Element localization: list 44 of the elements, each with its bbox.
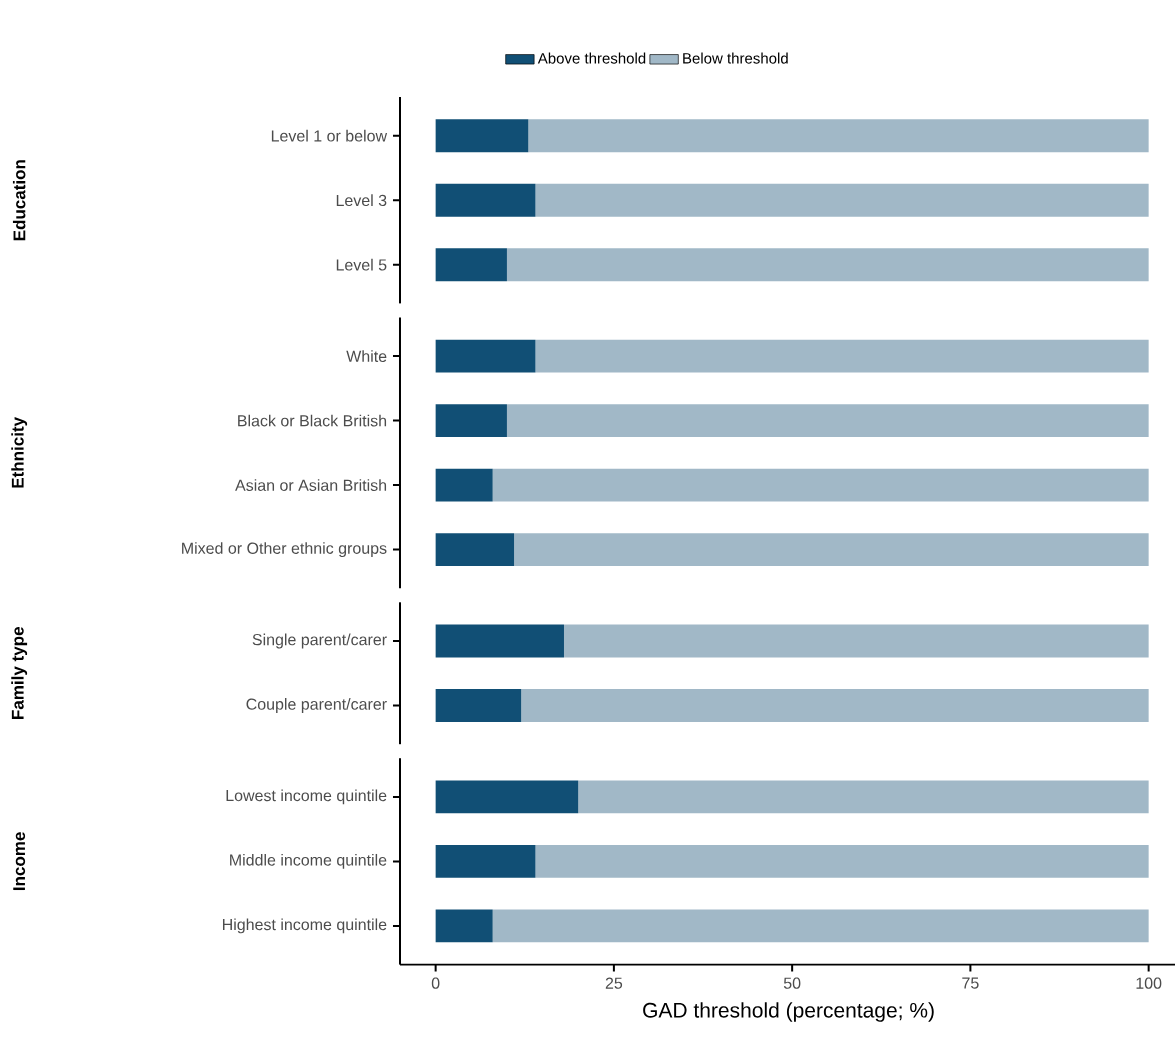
x-axis-title: GAD threshold (percentage; %) [643, 1002, 934, 1022]
bar [435, 909, 493, 943]
x-tick-label: 50 [783, 977, 801, 989]
y-tick-label: Level 3 [336, 194, 387, 207]
y-tick-label: White [346, 350, 387, 362]
bar [535, 339, 1149, 373]
bar [535, 183, 1149, 217]
y-axis-title: Education [12, 160, 26, 241]
bar [435, 339, 536, 373]
x-tick-label: 100 [1136, 977, 1162, 989]
bar [492, 909, 1149, 943]
y-tick-label: Level 5 [336, 258, 387, 271]
bar [435, 468, 493, 502]
y-axis-title: Ethnicity [11, 417, 28, 488]
bar [506, 404, 1149, 438]
bar [435, 844, 536, 878]
bar [435, 248, 507, 282]
legend-label: Above threshold [537, 52, 646, 64]
legend-label: Below threshold [683, 52, 788, 64]
bar [435, 119, 529, 153]
bar [528, 119, 1149, 153]
bar [578, 780, 1149, 814]
bar [435, 183, 536, 217]
bar [535, 844, 1149, 878]
bar [492, 468, 1149, 502]
y-tick-label: Single parent/carer [252, 633, 387, 649]
y-tick-label: Couple parent/carer [246, 698, 387, 713]
bar [435, 404, 507, 438]
y-axis-title: Family type [11, 627, 28, 719]
y-tick-label: Level 1 or below [271, 129, 388, 142]
y-tick-label: Highest income quintile [222, 918, 387, 934]
y-tick-label: Asian or Asian British [235, 479, 387, 491]
y-tick-label: Lowest income quintile [226, 789, 387, 805]
bar [514, 533, 1149, 567]
y-axis-title: Income [13, 832, 26, 891]
bar [435, 533, 515, 567]
x-tick-label: 0 [431, 977, 440, 989]
y-tick-label: Mixed or Other ethnic groups [182, 542, 387, 558]
bar [435, 780, 579, 814]
y-tick-label: Middle income quintile [230, 853, 387, 869]
bar [506, 248, 1149, 282]
y-tick-label: Black or Black British [238, 414, 387, 427]
x-tick-label: 25 [605, 977, 623, 989]
x-tick-label: 75 [962, 977, 979, 989]
